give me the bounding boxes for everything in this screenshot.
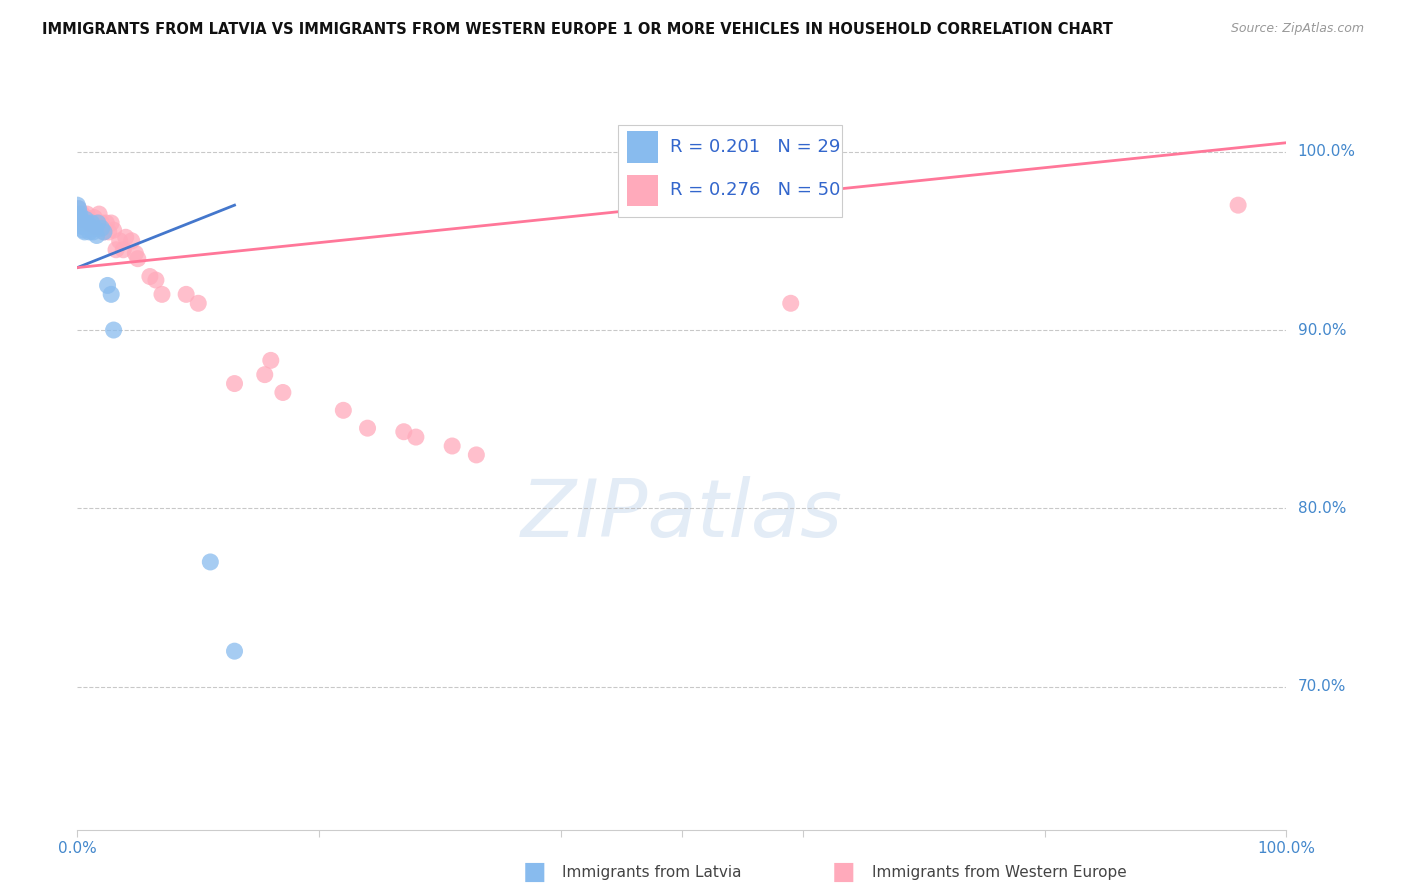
Point	[79, 216, 101, 230]
Point	[105, 243, 128, 257]
Point	[332, 403, 354, 417]
Point	[103, 223, 125, 237]
Point	[124, 246, 146, 260]
Text: 90.0%: 90.0%	[1298, 323, 1346, 337]
Point	[100, 287, 122, 301]
Point	[87, 216, 110, 230]
Text: 80.0%: 80.0%	[1298, 501, 1346, 516]
Point	[96, 216, 118, 230]
Point	[73, 225, 96, 239]
Point	[84, 221, 107, 235]
Text: IMMIGRANTS FROM LATVIA VS IMMIGRANTS FROM WESTERN EUROPE 1 OR MORE VEHICLES IN H: IMMIGRANTS FROM LATVIA VS IMMIGRANTS FRO…	[42, 22, 1114, 37]
Point	[67, 202, 90, 216]
Point	[77, 212, 100, 227]
Point	[93, 225, 115, 239]
Point	[86, 219, 108, 234]
Point	[392, 425, 415, 439]
Point	[89, 219, 111, 234]
Point	[108, 234, 131, 248]
Text: Source: ZipAtlas.com: Source: ZipAtlas.com	[1230, 22, 1364, 36]
Point	[260, 353, 283, 368]
Text: R = 0.201   N = 29: R = 0.201 N = 29	[669, 138, 841, 156]
Point	[69, 207, 91, 221]
Point	[82, 225, 104, 239]
FancyBboxPatch shape	[627, 131, 658, 162]
Point	[90, 216, 112, 230]
Point	[253, 368, 276, 382]
Point	[86, 228, 108, 243]
Point	[84, 216, 107, 230]
Point	[224, 376, 246, 391]
Point	[80, 216, 103, 230]
Point	[1227, 198, 1250, 212]
Point	[200, 555, 222, 569]
Point	[405, 430, 427, 444]
Text: Immigrants from Western Europe: Immigrants from Western Europe	[872, 865, 1126, 880]
Point	[174, 287, 197, 301]
Point	[70, 207, 93, 221]
Point	[75, 211, 97, 225]
Point	[79, 219, 101, 234]
Text: ■: ■	[523, 861, 546, 884]
Point	[76, 207, 98, 221]
Point	[82, 219, 104, 234]
Point	[465, 448, 488, 462]
Point	[87, 216, 110, 230]
Text: 100.0%: 100.0%	[1298, 145, 1355, 159]
Point	[114, 230, 136, 244]
Point	[87, 207, 110, 221]
Point	[70, 216, 93, 230]
Point	[70, 212, 93, 227]
Point	[271, 385, 294, 400]
Point	[80, 216, 103, 230]
Text: Immigrants from Latvia: Immigrants from Latvia	[562, 865, 742, 880]
Point	[79, 225, 101, 239]
Point	[97, 225, 120, 239]
Point	[66, 198, 89, 212]
Point	[127, 252, 149, 266]
FancyBboxPatch shape	[627, 175, 658, 206]
Point	[79, 216, 101, 230]
Point	[76, 216, 98, 230]
Point	[779, 296, 801, 310]
Point	[70, 211, 93, 225]
Point	[83, 211, 105, 225]
Point	[75, 212, 97, 227]
Point	[139, 269, 162, 284]
Point	[77, 219, 100, 234]
Text: ■: ■	[832, 861, 855, 884]
Point	[73, 219, 96, 234]
Point	[70, 216, 93, 230]
Point	[93, 225, 115, 239]
Point	[72, 216, 94, 230]
Point	[90, 221, 112, 235]
Point	[103, 323, 125, 337]
Point	[73, 216, 96, 230]
Point	[96, 278, 118, 293]
Text: ZIPatlas: ZIPatlas	[520, 475, 844, 554]
Point	[187, 296, 209, 310]
Point	[224, 644, 246, 658]
Point	[100, 216, 122, 230]
Point	[72, 223, 94, 237]
Point	[441, 439, 464, 453]
Point	[69, 211, 91, 225]
Point	[69, 207, 91, 221]
Text: 70.0%: 70.0%	[1298, 680, 1346, 694]
Point	[356, 421, 378, 435]
Point	[67, 202, 90, 216]
Point	[112, 243, 135, 257]
Point	[121, 234, 143, 248]
Text: R = 0.276   N = 50: R = 0.276 N = 50	[669, 181, 841, 200]
Point	[150, 287, 173, 301]
Point	[72, 212, 94, 227]
FancyBboxPatch shape	[617, 125, 842, 217]
Point	[70, 219, 93, 234]
Point	[145, 273, 167, 287]
